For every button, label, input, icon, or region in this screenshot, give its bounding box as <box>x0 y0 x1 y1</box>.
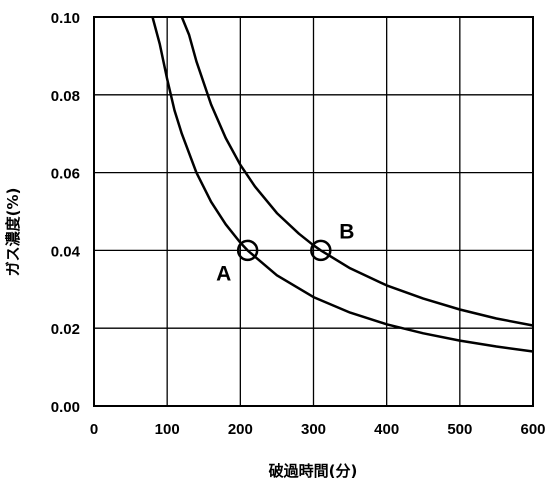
y-tick-label: 0.10 <box>51 10 80 27</box>
x-tick-label: 100 <box>155 421 180 438</box>
x-tick-label: 600 <box>520 421 545 438</box>
x-tick-labels: 0 100 200 300 400 500 600 <box>90 421 546 438</box>
grid <box>94 17 533 406</box>
x-tick-label: 500 <box>447 421 472 438</box>
x-tick-label: 300 <box>301 421 326 438</box>
y-tick-label: 0.00 <box>51 399 80 416</box>
y-tick-label: 0.08 <box>51 88 80 105</box>
x-axis-label: 破過時間(分) <box>269 462 358 480</box>
point-marker-a <box>236 239 259 262</box>
point-marker-b <box>310 239 332 262</box>
point-label-b: B <box>339 220 354 243</box>
y-tick-label: 0.04 <box>51 243 81 260</box>
x-tick-label: 200 <box>228 421 253 438</box>
plot-frame <box>93 16 534 407</box>
marker-layer: AB <box>216 220 354 285</box>
y-axis-label: ガス濃度(%) <box>4 188 22 277</box>
series-line-2 <box>180 16 534 327</box>
series-layer <box>151 16 534 353</box>
x-tick-label: 0 <box>90 421 98 438</box>
point-label-a: A <box>216 262 231 285</box>
y-tick-label: 0.02 <box>51 321 80 338</box>
y-tick-labels: 0.00 0.02 0.04 0.06 0.08 0.10 <box>51 10 81 416</box>
y-tick-label: 0.06 <box>51 166 80 183</box>
x-tick-label: 400 <box>374 421 399 438</box>
series-line-1 <box>151 16 534 353</box>
